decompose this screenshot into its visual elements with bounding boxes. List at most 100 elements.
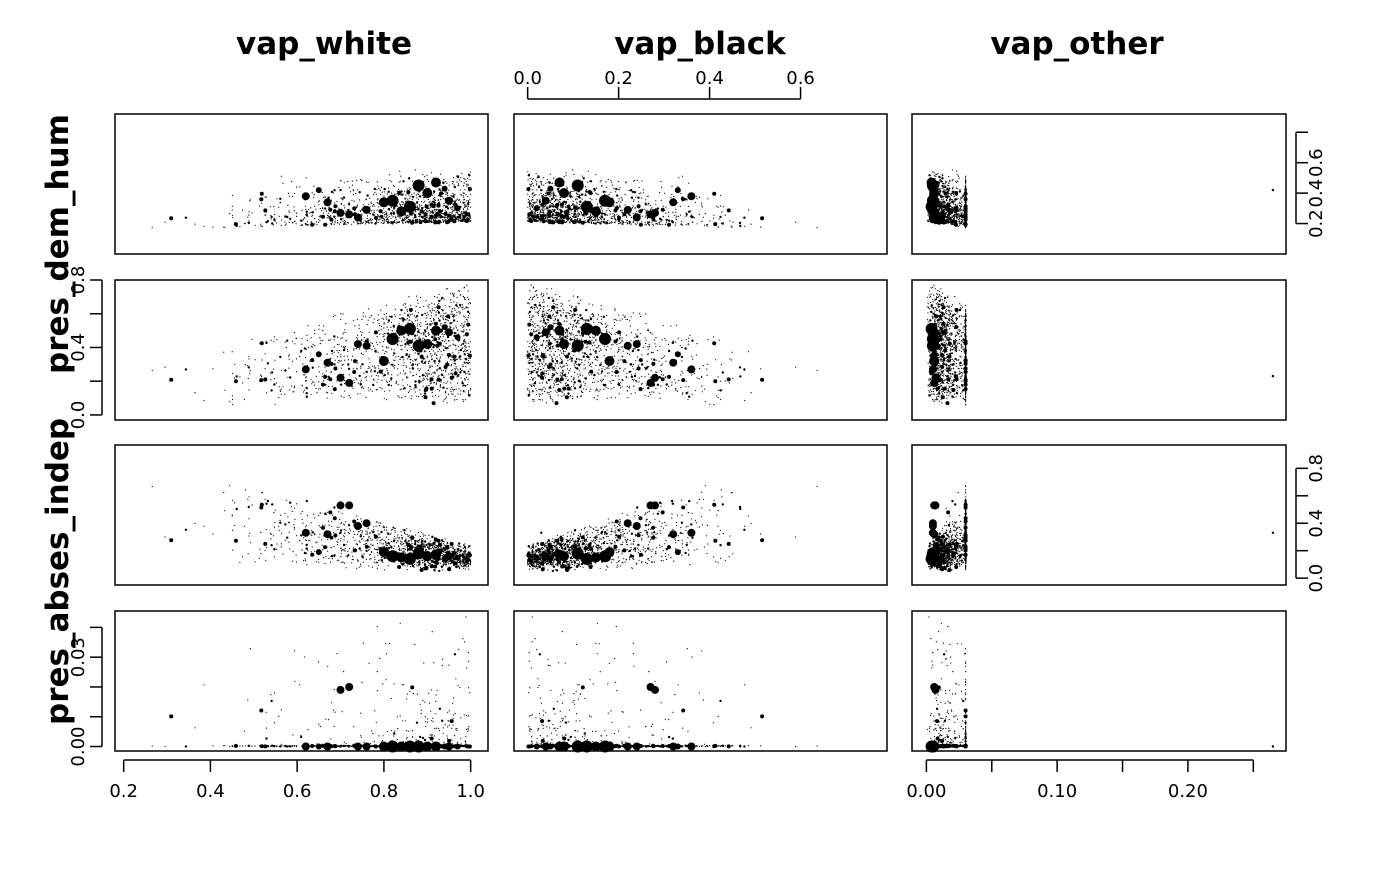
data-point [406, 354, 408, 356]
data-point [965, 192, 967, 195]
data-point [597, 218, 599, 220]
data-point [408, 319, 410, 321]
data-point [467, 220, 469, 222]
data-point [442, 315, 444, 317]
data-point [944, 184, 946, 186]
data-point [403, 218, 405, 220]
data-point [462, 216, 464, 218]
data-point [418, 396, 420, 398]
data-point [440, 196, 442, 198]
data-point [440, 185, 442, 187]
data-point [962, 215, 964, 217]
data-point [956, 170, 958, 172]
data-point [347, 203, 351, 206]
data-point [628, 220, 631, 224]
data-point [436, 209, 438, 211]
data-point [270, 214, 272, 216]
data-point [427, 379, 429, 381]
data-point [644, 224, 646, 226]
data-point [942, 216, 944, 218]
data-point [956, 216, 959, 218]
data-point [544, 205, 546, 208]
data-point [321, 191, 323, 194]
data-point [469, 201, 471, 203]
data-point [404, 216, 406, 218]
data-point [633, 200, 635, 202]
data-point [927, 196, 936, 205]
data-point [530, 183, 533, 185]
data-point [949, 203, 951, 205]
data-point [953, 206, 955, 208]
data-point [547, 181, 549, 183]
data-point [332, 209, 337, 214]
data-point [565, 174, 567, 176]
data-point [448, 214, 450, 216]
data-point [462, 364, 464, 366]
data-point [314, 345, 316, 347]
data-point [379, 189, 381, 191]
data-point [363, 372, 365, 374]
data-point [567, 220, 569, 222]
panel-frame [114, 113, 489, 255]
data-point [447, 206, 449, 208]
data-point [957, 214, 959, 216]
data-point [616, 205, 618, 207]
data-point [369, 197, 371, 199]
data-point [615, 220, 617, 222]
data-point [610, 179, 612, 182]
data-point [293, 332, 295, 334]
data-point [588, 180, 591, 182]
data-point [466, 185, 468, 187]
data-point [941, 209, 943, 211]
data-point [342, 217, 344, 220]
data-point [545, 216, 548, 218]
data-point [454, 221, 456, 223]
data-point [417, 312, 419, 314]
data-point [450, 211, 452, 213]
data-point [466, 219, 468, 221]
data-point [463, 335, 465, 337]
data-point [605, 221, 607, 223]
data-point [422, 385, 424, 387]
data-point [324, 196, 326, 198]
data-point [373, 345, 375, 347]
data-point [467, 203, 469, 206]
data-point [947, 197, 949, 199]
data-point [346, 349, 349, 351]
data-point [319, 216, 321, 218]
data-point [575, 222, 577, 224]
data-point [414, 210, 416, 212]
data-point [448, 184, 450, 186]
data-point [445, 196, 453, 205]
data-point [433, 319, 435, 321]
data-point [575, 206, 577, 208]
data-point [334, 218, 336, 220]
data-point [280, 393, 282, 395]
data-point [574, 218, 576, 220]
data-point [336, 208, 345, 217]
data-point [469, 329, 471, 331]
data-point [611, 217, 613, 219]
data-point [387, 190, 390, 193]
data-point [403, 359, 405, 361]
data-point [560, 220, 562, 222]
data-point [936, 220, 941, 225]
data-point [401, 217, 404, 219]
data-point [370, 218, 372, 220]
data-point [604, 197, 615, 208]
data-point [287, 192, 290, 194]
data-point [445, 312, 447, 314]
data-point [720, 194, 722, 196]
data-point [435, 204, 437, 206]
data-point [427, 198, 429, 201]
data-point [545, 191, 548, 193]
data-point [425, 320, 427, 323]
data-point [368, 387, 370, 389]
data-point [632, 205, 634, 207]
data-point [266, 362, 270, 365]
data-point [370, 370, 372, 372]
data-point [420, 219, 422, 221]
data-point [958, 177, 960, 179]
data-point [573, 220, 575, 222]
data-point [368, 222, 370, 224]
